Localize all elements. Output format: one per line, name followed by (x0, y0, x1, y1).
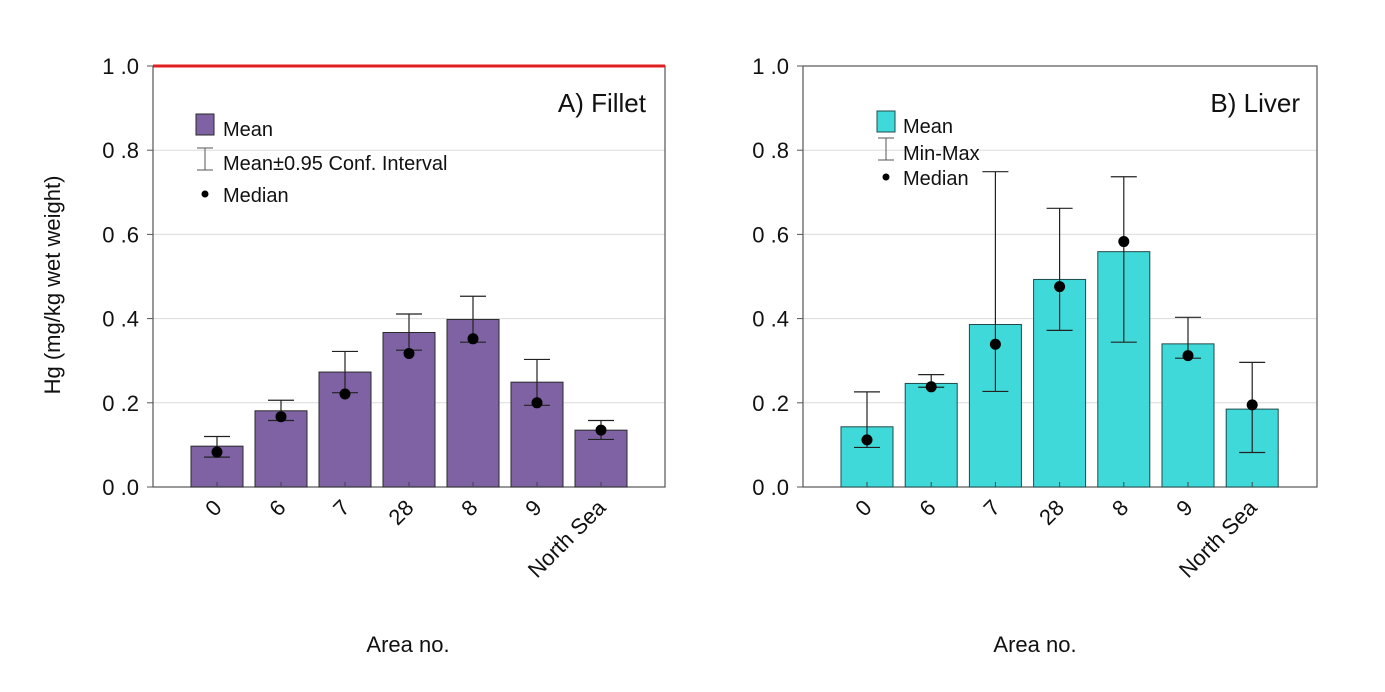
median-marker (925, 381, 937, 393)
legend-label-minmax: Min-Max (903, 143, 980, 165)
legend-label-ci: Mean±0.95 Conf. Interval (223, 153, 447, 175)
median-marker (1118, 236, 1130, 248)
legend-swatch-mean (195, 113, 215, 136)
x-tick-label: 8 (456, 495, 482, 521)
x-tick-label: 28 (384, 495, 419, 530)
bar-6 (254, 410, 308, 488)
bar-6 (904, 382, 958, 488)
legend-median-dot-icon (201, 190, 209, 198)
legend-errorbar-icon (878, 137, 894, 161)
y-tick-label: 0 .2 (102, 391, 139, 416)
y-axis: 0 .0 0 .2 0 .4 0 .6 0 .8 1 .0 (102, 54, 153, 500)
y-tick-label: 0 .2 (752, 391, 789, 416)
y-tick-label: 0 .4 (102, 307, 139, 332)
x-tick-label: 0 (200, 495, 226, 521)
y-tick-label: 1 .0 (752, 54, 789, 79)
x-tick-label: 6 (264, 495, 290, 521)
x-tick-label: 7 (328, 495, 354, 521)
y-tick-label: 0 .0 (102, 475, 139, 500)
x-tick-label: 6 (914, 495, 940, 521)
x-tick-label: 28 (1034, 495, 1069, 530)
median-marker (211, 446, 223, 458)
y-tick-label: 0 .8 (752, 138, 789, 163)
legend-label-median: Median (903, 168, 969, 190)
y-tick-label: 0 .8 (102, 138, 139, 163)
bars (190, 318, 628, 488)
y-tick-label: 1 .0 (102, 54, 139, 79)
median-marker (275, 411, 287, 423)
legend: Mean Mean±0.95 Conf. Interval Median (195, 113, 447, 207)
median-marker (467, 333, 479, 345)
legend-errorbar-icon (197, 147, 213, 171)
legend-swatch-mean (876, 110, 896, 133)
x-tick-label: 8 (1107, 495, 1133, 521)
median-marker (1054, 281, 1066, 293)
median-markers (211, 333, 607, 458)
bar-8 (446, 318, 500, 488)
x-tick-label: 7 (979, 495, 1005, 521)
y-axis: 0 .0 0 .2 0 .4 0 .6 0 .8 1 .0 (752, 54, 803, 500)
x-axis-title: Area no. (993, 632, 1076, 657)
median-marker (861, 434, 873, 446)
x-tick-label: 9 (1171, 495, 1197, 521)
median-marker (339, 388, 351, 400)
median-marker (1182, 350, 1194, 362)
bar-9 (1161, 343, 1215, 488)
y-tick-label: 0 .0 (752, 475, 789, 500)
x-tick-label: 0 (850, 495, 876, 521)
y-tick-label: 0 .6 (752, 222, 789, 247)
median-marker (989, 338, 1001, 350)
median-markers (861, 236, 1258, 446)
y-axis-title: Hg (mg/kg wet weight) (40, 176, 65, 395)
median-marker (1246, 399, 1258, 411)
legend-label-mean: Mean (903, 116, 953, 138)
median-marker (531, 397, 543, 409)
y-tick-label: 0 .4 (752, 307, 789, 332)
y-tick-label: 0 .6 (102, 222, 139, 247)
legend-label-median: Median (223, 185, 289, 207)
legend: Mean Min-Max Median (876, 110, 980, 190)
panel-title: B) Liver (1210, 88, 1300, 118)
median-marker (403, 348, 415, 360)
x-tick-label: 9 (520, 495, 546, 521)
legend-label-mean: Mean (223, 119, 273, 141)
median-marker (595, 424, 607, 436)
legend-median-dot-icon (882, 173, 890, 181)
x-axis-title: Area no. (366, 632, 449, 657)
panel-title: A) Fillet (558, 88, 647, 118)
